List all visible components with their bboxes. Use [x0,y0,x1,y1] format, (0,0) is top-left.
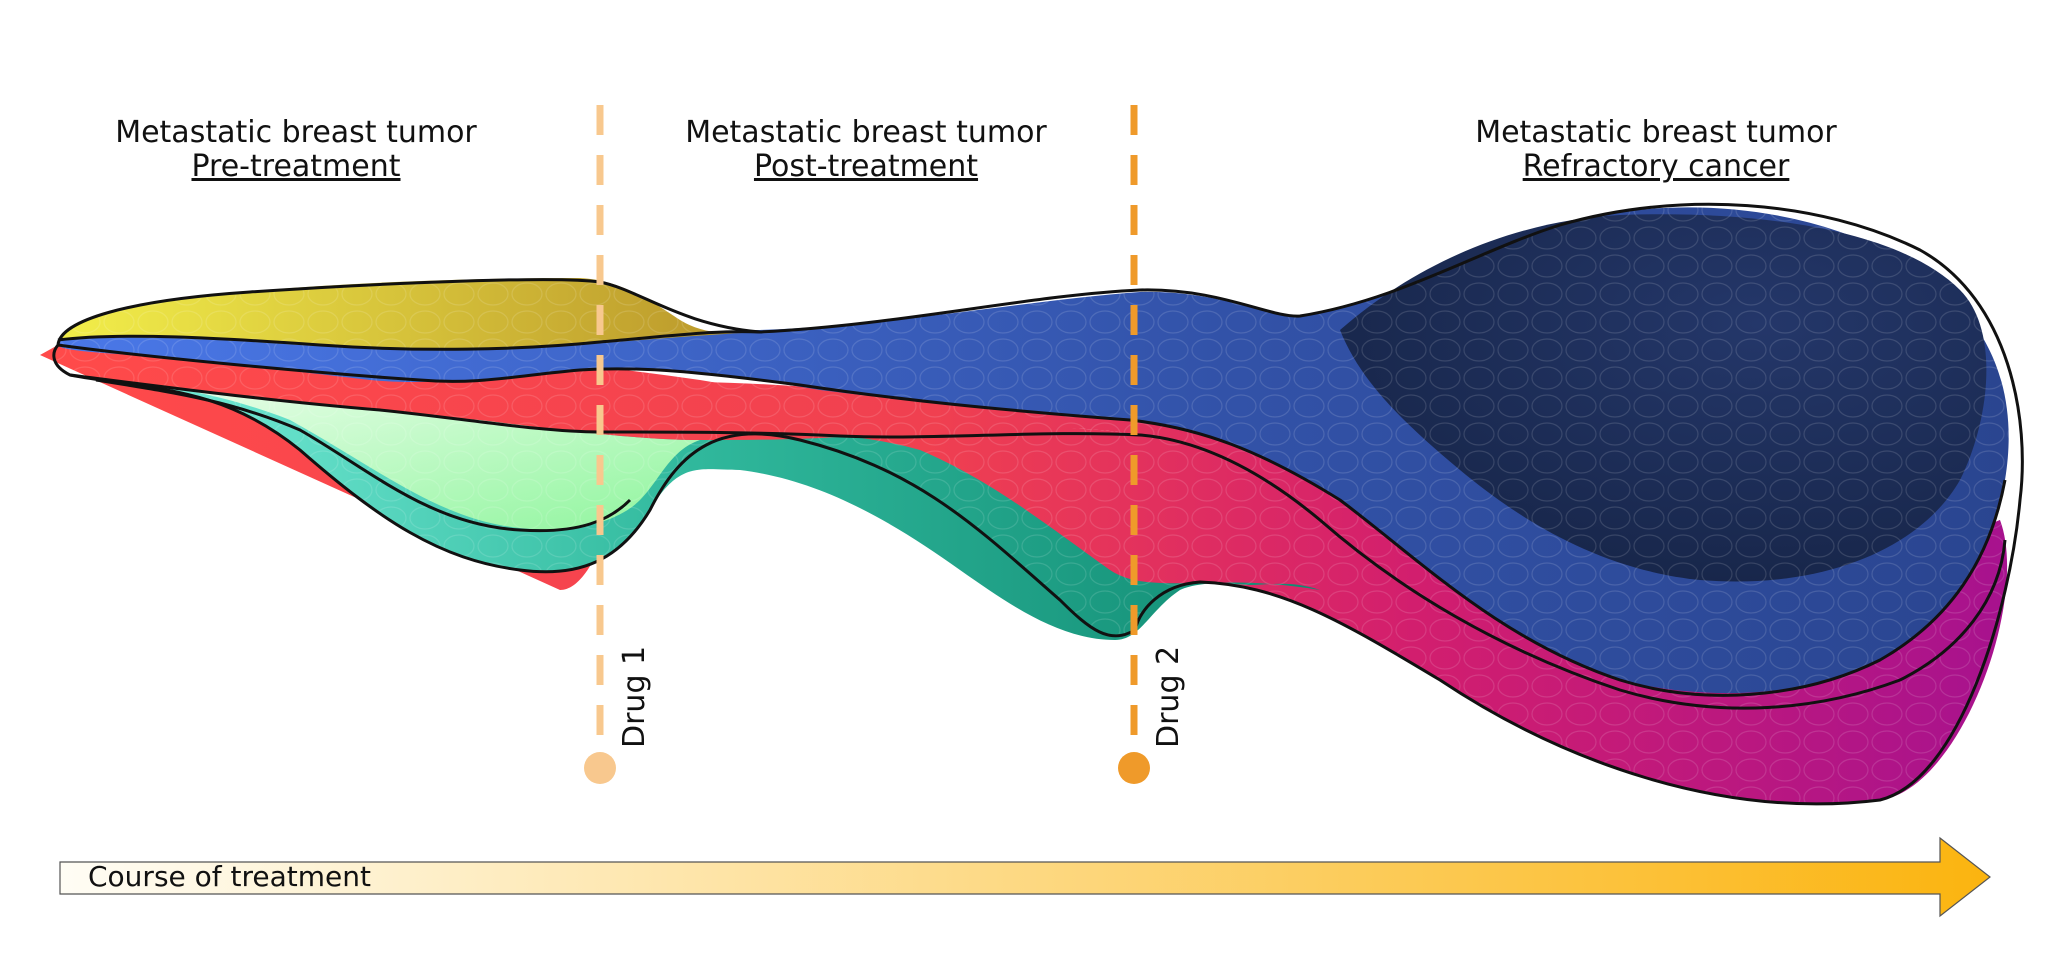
drug-2-marker [1118,752,1150,784]
stage-3-title: Metastatic breast tumor [1475,115,1837,150]
yellow-boundary-line [57,330,761,351]
drug-1-marker [584,752,616,784]
blue-boundary-line [57,343,2007,697]
red-boundary-line [69,373,2007,710]
stage-1-subtitle: Pre-treatment [191,149,400,184]
drug-2-label: Drug 2 [1151,646,1186,748]
stage-1-title: Metastatic breast tumor [115,115,477,150]
teal-boundary-line [95,378,632,533]
treatment-axis-label: Course of treatment [88,860,371,893]
stage-3-subtitle: Refractory cancer [1523,149,1790,184]
stage-2-subtitle: Post-treatment [754,149,978,184]
drug-1-label: Drug 1 [617,646,652,748]
treatment-arrow [59,836,1991,918]
stage-2-title: Metastatic breast tumor [685,115,1047,150]
tumor-outline [52,202,2024,806]
cell-texture-overlay [53,204,2023,804]
